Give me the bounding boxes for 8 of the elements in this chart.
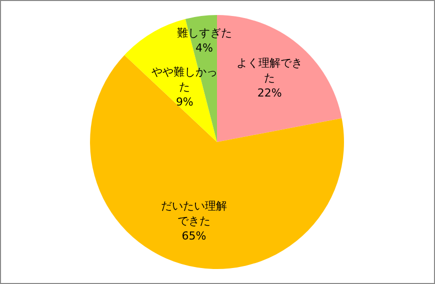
data-label: 9% <box>176 95 194 108</box>
data-label: 4% <box>196 42 213 55</box>
slice-label: だいたい理解できた <box>160 199 227 228</box>
data-label: 22% <box>257 86 282 100</box>
slice-label: 難しすぎた <box>176 26 232 40</box>
slice-label: よく理解できた <box>236 56 303 84</box>
slice-label: やや難しかった <box>152 65 218 94</box>
data-label: 65% <box>182 229 206 242</box>
